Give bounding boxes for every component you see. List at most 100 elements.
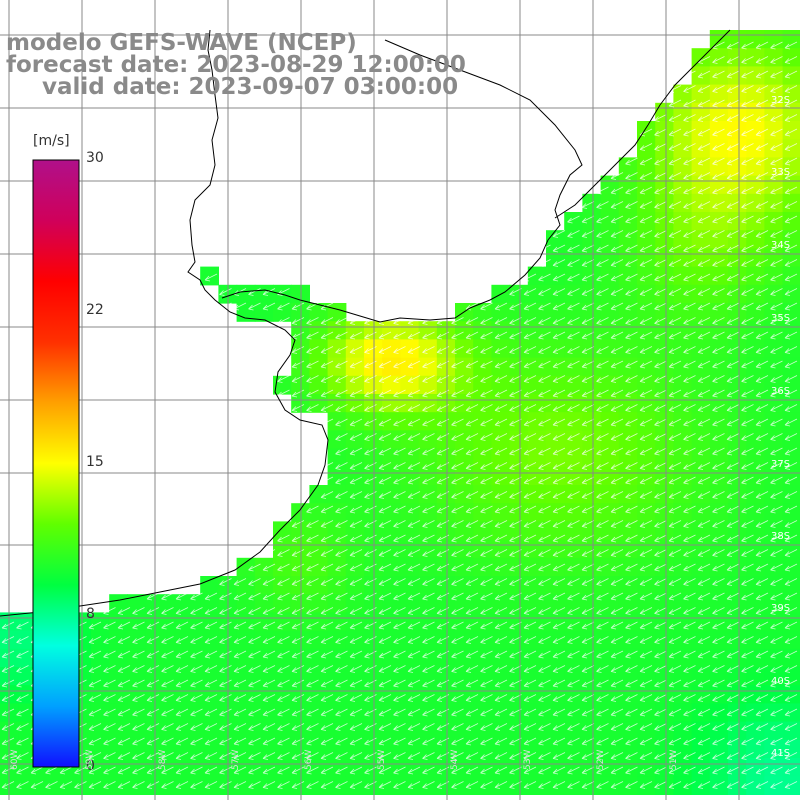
wind-arrow — [654, 230, 667, 238]
wind-arrow — [451, 752, 464, 760]
wind-arrow — [451, 491, 464, 499]
wind-arrow — [190, 607, 203, 615]
wind-arrow — [291, 375, 305, 383]
wind-arrow — [668, 418, 682, 427]
wind-arrow — [697, 476, 711, 485]
wind-cell — [618, 521, 638, 541]
wind-arrow — [378, 375, 392, 383]
wind-cell — [546, 357, 565, 377]
wind-arrow — [697, 99, 711, 108]
wind-arrow — [349, 563, 363, 572]
wind-arrow — [393, 389, 406, 398]
wind-arrow — [248, 723, 261, 731]
wind-arrow — [480, 360, 493, 369]
wind-cell — [509, 466, 529, 486]
wind-arrow — [190, 766, 203, 775]
wind-arrow — [697, 433, 711, 441]
wind-cell — [655, 212, 674, 231]
wind-arrow — [248, 694, 261, 702]
wind-cell — [782, 776, 800, 795]
wind-cell — [546, 303, 565, 322]
wind-cell — [527, 758, 547, 777]
wind-arrow — [233, 781, 247, 789]
wind-arrow — [378, 404, 392, 412]
wind-arrow — [567, 375, 580, 383]
wind-cell — [582, 248, 602, 268]
wind-cell — [345, 648, 365, 668]
wind-arrow — [726, 708, 740, 717]
wind-arrow — [277, 723, 290, 731]
wind-arrow — [683, 505, 696, 514]
wind-arrow — [567, 331, 580, 340]
wind-arrow — [378, 592, 392, 601]
wind-arrow — [407, 520, 421, 528]
wind-cell — [618, 612, 638, 632]
wind-cell — [382, 485, 401, 504]
wind-cell — [400, 339, 420, 359]
wind-arrow — [378, 621, 392, 630]
wind-arrow — [523, 418, 537, 427]
wind-arrow — [770, 114, 783, 122]
wind-arrow — [552, 462, 566, 470]
wind-arrow — [538, 708, 551, 717]
wind-cell — [473, 521, 492, 541]
wind-arrow — [277, 578, 290, 586]
wind-arrow — [552, 476, 566, 485]
wind-arrow — [770, 273, 783, 282]
wind-cell — [109, 685, 128, 704]
wind-arrow — [306, 505, 319, 514]
wind-arrow — [770, 679, 783, 688]
wind-cell — [364, 448, 383, 468]
wind-cell — [309, 721, 329, 741]
wind-cell — [709, 321, 729, 340]
wind-arrow — [320, 520, 334, 528]
wind-arrow — [784, 708, 798, 717]
wind-arrow — [175, 636, 189, 644]
wind-arrow — [581, 331, 595, 340]
wind-arrow — [581, 230, 595, 238]
wind-arrow — [219, 752, 232, 760]
wind-cell — [418, 394, 438, 413]
wind-arrow — [726, 128, 740, 137]
wind-arrow — [117, 621, 131, 630]
wind-cell — [527, 721, 547, 741]
wind-cell — [382, 557, 401, 577]
wind-arrow — [741, 621, 754, 630]
wind-arrow — [465, 476, 479, 485]
wind-arrow — [639, 244, 653, 253]
wind-arrow — [407, 621, 421, 630]
wind-cell — [637, 539, 656, 559]
wind-arrow — [103, 694, 116, 702]
wind-arrow — [407, 679, 421, 688]
wind-arrow — [204, 723, 218, 731]
wind-arrow — [161, 665, 174, 673]
wind-arrow — [712, 215, 725, 224]
wind-arrow — [755, 563, 769, 572]
wind-arrow — [596, 244, 609, 253]
wind-arrow — [712, 85, 725, 93]
wind-cell — [582, 703, 602, 723]
wind-arrow — [581, 520, 595, 528]
wind-arrow — [1, 737, 15, 746]
wind-arrow — [668, 288, 682, 296]
wind-cell — [345, 685, 365, 704]
wind-cell — [764, 521, 784, 541]
wind-arrow — [146, 621, 160, 630]
wind-arrow — [393, 375, 406, 383]
wind-arrow — [523, 665, 537, 673]
wind-arrow — [741, 752, 754, 760]
wind-arrow — [88, 679, 102, 688]
wind-arrow — [349, 476, 363, 485]
wind-arrow — [132, 621, 145, 630]
wind-arrow — [639, 520, 653, 528]
wind-cell — [455, 466, 474, 486]
wind-cell — [564, 503, 583, 522]
wind-arrow — [581, 578, 595, 586]
wind-arrow — [654, 520, 667, 528]
wind-cell — [673, 612, 693, 632]
wind-arrow — [291, 752, 305, 760]
wind-cell — [637, 321, 656, 340]
wind-arrow — [726, 723, 740, 731]
wind-arrow — [581, 665, 595, 673]
wind-arrow — [755, 317, 769, 325]
